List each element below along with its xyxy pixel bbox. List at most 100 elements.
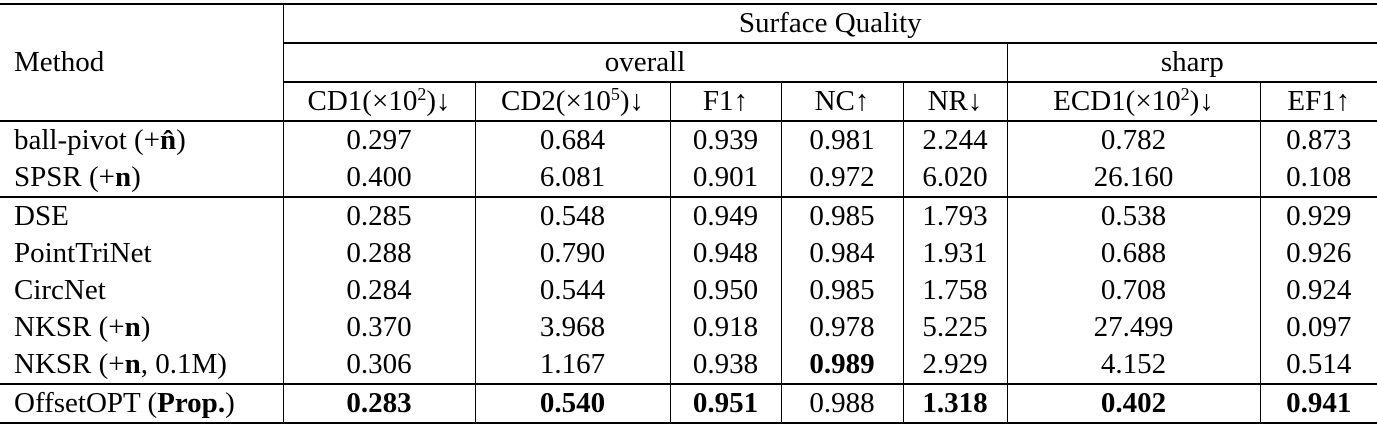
table-row: DSE 0.285 0.548 0.949 0.985 1.793 0.538 0.929 xyxy=(0,197,1377,235)
metric-value-cell: 0.402 xyxy=(1006,384,1260,423)
method-name-bold: Prop. xyxy=(157,387,226,420)
table-row: NKSR (+n, 0.1M) 0.306 1.167 0.938 0.989 2.929… xyxy=(0,346,1377,385)
direction-arrow-icon: ↑ xyxy=(733,85,749,118)
method-name-post: ) xyxy=(176,124,186,157)
metric-value-cell: 0.978 xyxy=(780,309,903,346)
metric-value-cell: 0.370 xyxy=(282,309,475,346)
metric-value-cell: 0.684 xyxy=(474,121,670,159)
metric-value-cell: 0.400 xyxy=(282,159,475,198)
metric-exponent: 5 xyxy=(610,84,620,105)
table-row: PointTriNet 0.288 0.790 0.948 0.984 1.931 0.68… xyxy=(0,235,1377,272)
metric-name: NC xyxy=(814,85,855,118)
metric-value-cell: 0.989 xyxy=(780,346,903,385)
metric-exponent: 2 xyxy=(1180,84,1190,105)
group-header-sharp: sharp xyxy=(1006,43,1377,83)
metric-value-cell: 6.020 xyxy=(902,159,1007,198)
method-name-cell: NKSR (+n, 0.1M) xyxy=(0,346,283,385)
method-name-pre: NKSR (+ xyxy=(14,311,125,344)
metric-value-cell: 0.984 xyxy=(780,235,903,272)
metric-header-cell: CD1(×102)↓ xyxy=(282,82,475,122)
span-header-row: Method Surface Quality xyxy=(0,4,1377,122)
metric-exponent: 2 xyxy=(417,84,427,105)
metric-value-cell: 0.981 xyxy=(780,121,903,159)
method-name-pre: ball-pivot (+ xyxy=(14,124,161,157)
method-name-cell: NKSR (+n) xyxy=(0,309,283,346)
method-name-post: ) xyxy=(225,387,235,420)
surface-quality-header: Surface Quality xyxy=(282,4,1377,44)
method-column-header: Method xyxy=(0,4,283,122)
method-name-cell: DSE xyxy=(0,197,283,235)
metric-name: NR xyxy=(927,85,968,118)
direction-arrow-icon: ↓ xyxy=(435,85,451,118)
metric-name: F1 xyxy=(702,85,734,118)
table-row: SPSR (+n) 0.400 6.081 0.901 0.972 6.020 26.160… xyxy=(0,159,1377,198)
group-header-overall: overall xyxy=(282,43,1007,83)
method-name-cell: CircNet xyxy=(0,272,283,309)
metric-name: CD1(×10 xyxy=(307,85,418,118)
metric-header-row: CD1(×102)↓ CD2(×105)↓ F1↑ NC↑ NR↓ ECD1(×102)↓… xyxy=(0,82,1377,122)
metric-value-cell: 0.283 xyxy=(282,384,475,423)
metric-value-cell: 1.318 xyxy=(902,384,1007,423)
metric-value-cell: 0.951 xyxy=(669,384,781,423)
metric-value-cell: 0.790 xyxy=(474,235,670,272)
method-name-bold: n̂ xyxy=(160,124,177,157)
metric-value-cell: 1.167 xyxy=(474,346,670,385)
table-row: CircNet 0.284 0.544 0.950 0.985 1.758 0.708 0.9… xyxy=(0,272,1377,309)
metric-value-cell: 0.297 xyxy=(282,121,475,159)
metric-value-cell: 0.288 xyxy=(282,235,475,272)
metric-value-cell: 0.901 xyxy=(669,159,781,198)
metric-close-paren: ) xyxy=(1189,85,1200,118)
method-name-pre: SPSR (+ xyxy=(14,161,115,194)
metric-value-cell: 0.985 xyxy=(780,272,903,309)
direction-arrow-icon: ↓ xyxy=(967,85,983,118)
metric-name: ECD1(×10 xyxy=(1053,85,1181,118)
method-name-pre: OffsetOPT ( xyxy=(14,387,158,420)
direction-arrow-icon: ↑ xyxy=(1335,85,1351,118)
metric-value-cell: 0.929 xyxy=(1259,197,1377,235)
metric-value-cell: 2.244 xyxy=(902,121,1007,159)
metric-header-cell: NR↓ xyxy=(902,82,1007,122)
metric-value-cell: 0.950 xyxy=(669,272,781,309)
metric-value-cell: 0.538 xyxy=(1006,197,1260,235)
table-row: ball-pivot (+n̂) 0.297 0.684 0.939 0.981 2.24… xyxy=(0,121,1377,159)
method-name-cell: SPSR (+n) xyxy=(0,159,283,198)
method-name-cell: OffsetOPT (Prop.) xyxy=(0,384,283,423)
metric-header-cell: NC↑ xyxy=(780,82,903,122)
method-name-pre: CircNet xyxy=(14,274,106,307)
method-name-post: , 0.1M) xyxy=(140,348,227,381)
metric-value-cell: 0.097 xyxy=(1259,309,1377,346)
metric-header-cell: ECD1(×102)↓ xyxy=(1006,82,1260,122)
metric-value-cell: 0.972 xyxy=(780,159,903,198)
metric-value-cell: 0.688 xyxy=(1006,235,1260,272)
metric-value-cell: 3.968 xyxy=(474,309,670,346)
metric-header-cell: F1↑ xyxy=(669,82,781,122)
method-name-post: ) xyxy=(131,161,141,194)
metric-value-cell: 0.941 xyxy=(1259,384,1377,423)
metric-close-paren: ) xyxy=(426,85,436,118)
table-row: NKSR (+n) 0.370 3.968 0.918 0.978 5.225 27.499… xyxy=(0,309,1377,346)
method-name-pre: NKSR (+ xyxy=(14,348,125,381)
metric-value-cell: 1.758 xyxy=(902,272,1007,309)
method-name-cell: ball-pivot (+n̂) xyxy=(0,121,283,159)
method-name-bold: n xyxy=(124,311,141,344)
metric-value-cell: 1.931 xyxy=(902,235,1007,272)
metric-value-cell: 0.988 xyxy=(780,384,903,423)
metric-value-cell: 1.793 xyxy=(902,197,1007,235)
metric-value-cell: 0.873 xyxy=(1259,121,1377,159)
metric-value-cell: 0.708 xyxy=(1006,272,1260,309)
results-table: Method Surface Quality overall sharp CD1… xyxy=(0,3,1377,424)
metric-value-cell: 5.225 xyxy=(902,309,1007,346)
direction-arrow-icon: ↑ xyxy=(854,85,870,118)
metric-close-paren: ) xyxy=(619,85,630,118)
metric-value-cell: 0.306 xyxy=(282,346,475,385)
direction-arrow-icon: ↓ xyxy=(1199,85,1214,118)
metric-value-cell: 0.548 xyxy=(474,197,670,235)
metric-value-cell: 26.160 xyxy=(1006,159,1260,198)
metric-value-cell: 0.544 xyxy=(474,272,670,309)
metric-value-cell: 0.949 xyxy=(669,197,781,235)
metric-value-cell: 0.924 xyxy=(1259,272,1377,309)
metric-value-cell: 0.285 xyxy=(282,197,475,235)
metric-name: CD2(×10 xyxy=(501,85,611,118)
method-name-pre: PointTriNet xyxy=(14,237,152,270)
method-name-bold: n xyxy=(124,348,141,381)
